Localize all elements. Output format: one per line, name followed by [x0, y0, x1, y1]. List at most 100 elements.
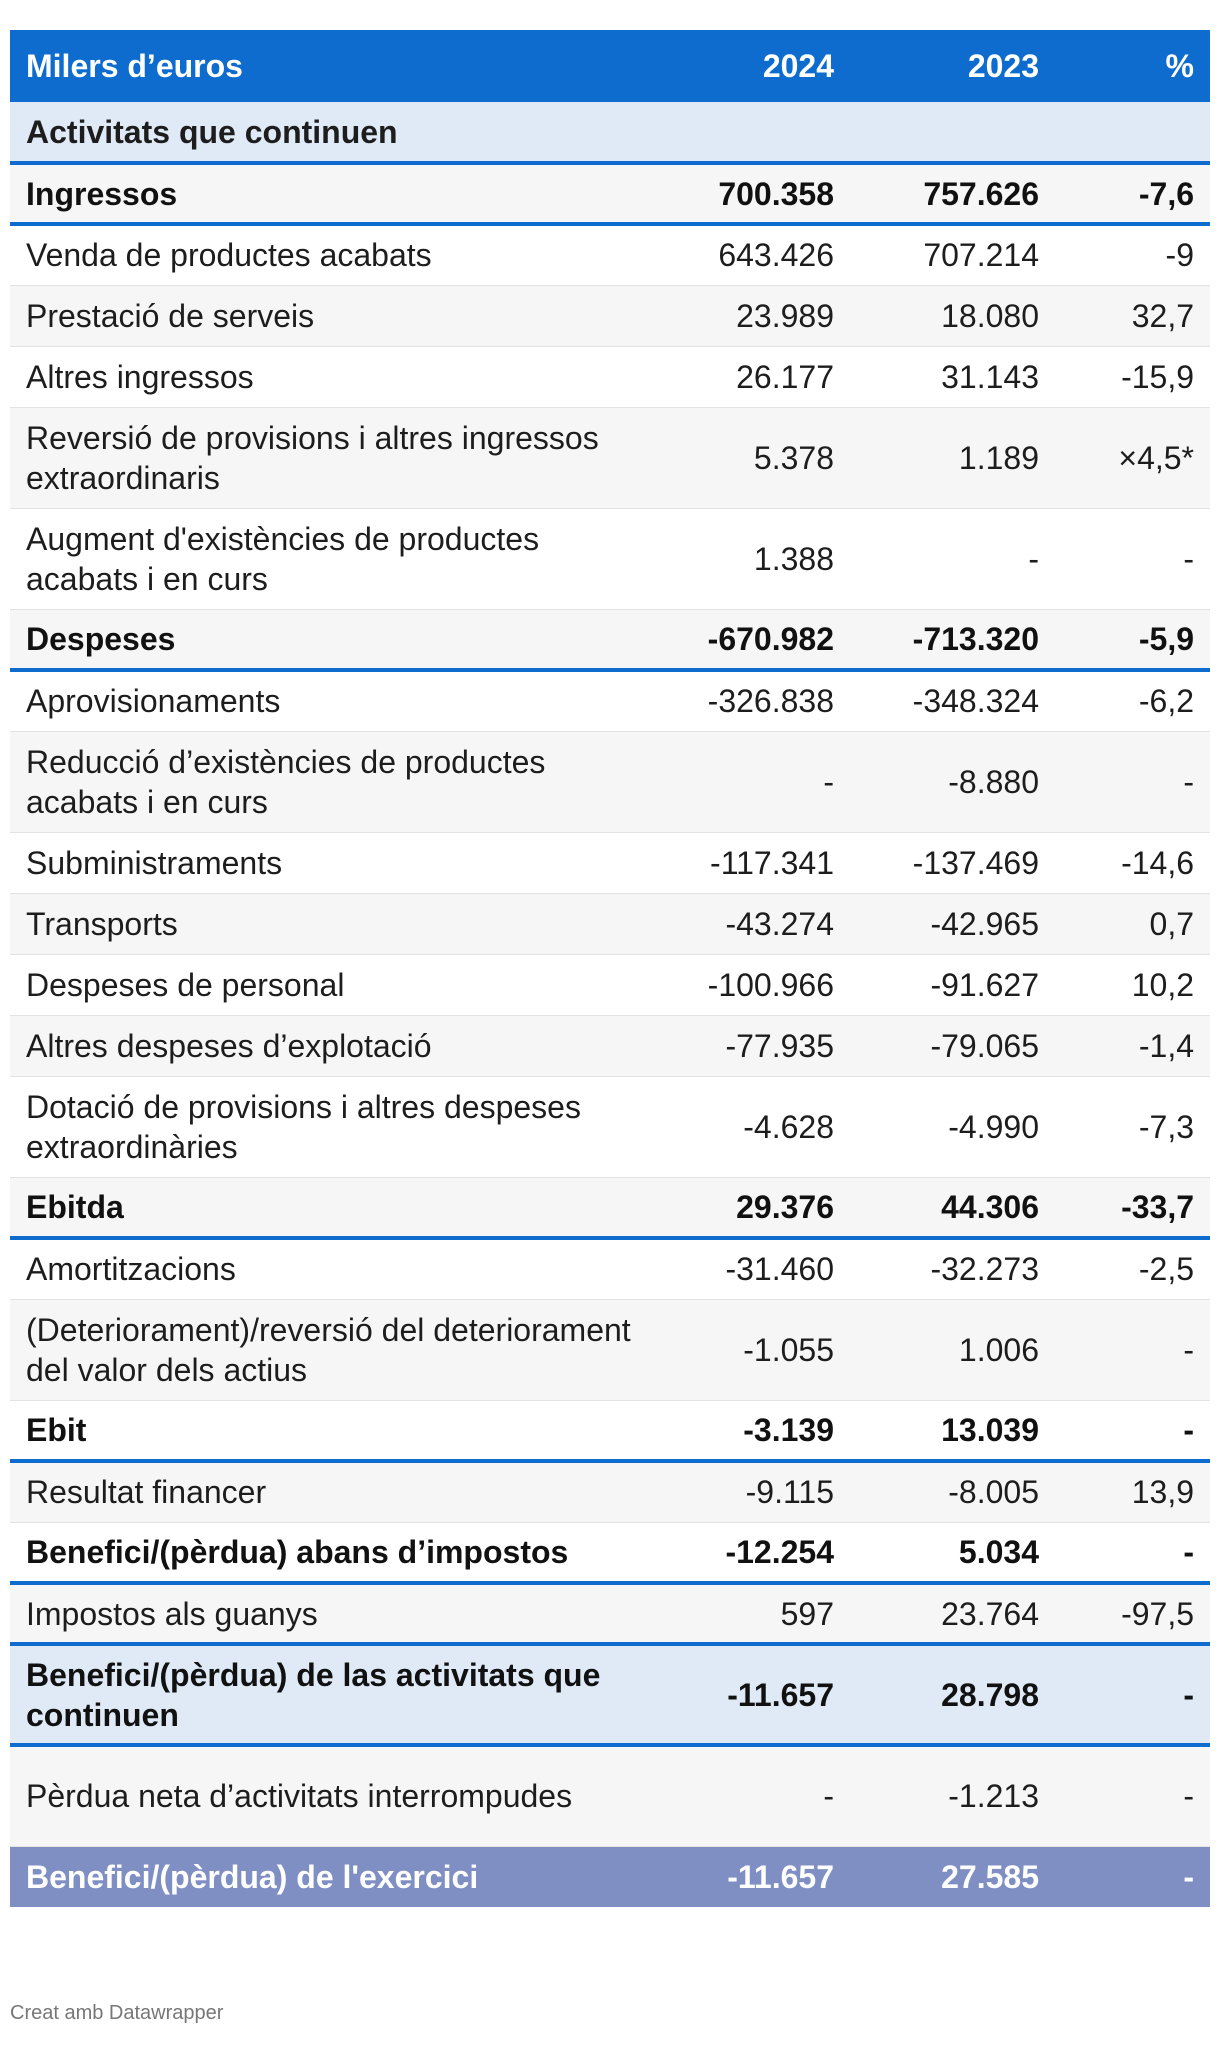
value-2023: 44.306	[941, 1188, 1039, 1225]
section-title: Activitats que continuen	[26, 113, 398, 150]
row-label: Prestació de serveis	[26, 297, 315, 334]
value-2024: -117.341	[710, 844, 834, 881]
table-row: Benefici/(pèrdua) de las activitats que …	[10, 1644, 1210, 1745]
value-2023: -8.005	[948, 1474, 1039, 1511]
value-2023: -8.880	[948, 763, 1039, 800]
value-2024: -31.460	[725, 1251, 834, 1288]
value-2024: -	[823, 763, 834, 800]
value-pct: -7,3	[1138, 1108, 1194, 1145]
value-2023: 757.626	[923, 175, 1039, 212]
value-pct: -5,9	[1138, 620, 1194, 657]
value-2023: 707.214	[923, 237, 1039, 274]
table-row: Despeses de personal -100.966 -91.627 10…	[10, 954, 1210, 1015]
row-label: Ebitda	[26, 1188, 124, 1225]
value-2024: -670.982	[707, 620, 834, 657]
value-pct: -	[1183, 763, 1194, 800]
row-label: Despeses	[26, 620, 176, 657]
value-2024: -3.139	[743, 1411, 834, 1448]
row-label: (Deteriorament)/reversió del deteriorame…	[26, 1311, 631, 1388]
row-label: Subministraments	[26, 844, 283, 881]
table-row: Altres despeses d’explotació -77.935 -79…	[10, 1015, 1210, 1076]
table-row: (Deteriorament)/reversió del deteriorame…	[10, 1299, 1210, 1400]
value-2023: 1.189	[958, 439, 1039, 476]
value-2023: -348.324	[912, 683, 1039, 720]
table-row-total: Benefici/(pèrdua) de l'exercici -11.657 …	[10, 1846, 1210, 1907]
value-2023: -79.065	[930, 1027, 1039, 1064]
value-pct: -	[1183, 1858, 1194, 1895]
row-label: Resultat financer	[26, 1474, 267, 1511]
value-2023: -1.213	[948, 1778, 1039, 1815]
row-label: Benefici/(pèrdua) de l'exercici	[26, 1858, 479, 1895]
footer-credit[interactable]: Creat amb Datawrapper	[10, 2002, 224, 2024]
value-pct: -	[1183, 1533, 1194, 1570]
value-pct: 10,2	[1131, 966, 1194, 1003]
value-2024: -12.254	[725, 1533, 834, 1570]
value-pct: 0,7	[1149, 905, 1194, 942]
row-label: Altres despeses d’explotació	[26, 1027, 432, 1064]
table-row: Altres ingressos 26.177 31.143 -15,9	[10, 346, 1210, 407]
table-row: Prestació de serveis 23.989 18.080 32,7	[10, 285, 1210, 346]
row-label: Benefici/(pèrdua) abans d’impostos	[26, 1533, 569, 1570]
value-2024: 700.358	[718, 175, 834, 212]
table-row: Subministraments -117.341 -137.469 -14,6	[10, 832, 1210, 893]
header-year-2023[interactable]: 2023	[967, 48, 1039, 84]
value-2023: -4.990	[948, 1108, 1039, 1145]
value-2024: -77.935	[725, 1027, 834, 1064]
value-pct: -	[1183, 1411, 1194, 1448]
value-2023: 23.764	[941, 1595, 1039, 1632]
value-pct: -33,7	[1121, 1188, 1194, 1225]
income-statement-table-container: Milers d’euros 2024 2023 % Activitats qu…	[10, 30, 1210, 1907]
header-label[interactable]: Milers d’euros	[26, 48, 243, 84]
table-row: Dotació de provisions i altres despeses …	[10, 1076, 1210, 1177]
value-2024: -	[823, 1778, 834, 1815]
value-2024: 1.388	[753, 540, 834, 577]
row-label: Benefici/(pèrdua) de las activitats que …	[26, 1656, 601, 1733]
table-row: Reversió de provisions i altres ingresso…	[10, 407, 1210, 508]
row-label: Dotació de provisions i altres despeses …	[26, 1088, 581, 1165]
row-label: Transports	[26, 905, 178, 942]
value-2024: 23.989	[736, 297, 834, 334]
value-pct: -6,2	[1138, 683, 1194, 720]
row-label: Venda de productes acabats	[26, 237, 432, 274]
value-2024: 5.378	[753, 439, 834, 476]
table-row: Venda de productes acabats 643.426 707.2…	[10, 224, 1210, 285]
value-2024: -326.838	[707, 683, 834, 720]
value-2024: 29.376	[736, 1188, 834, 1225]
value-pct: -14,6	[1121, 844, 1194, 881]
table-row: Resultat financer -9.115 -8.005 13,9	[10, 1461, 1210, 1522]
value-2023: -32.273	[930, 1251, 1039, 1288]
value-2023: 18.080	[941, 297, 1039, 334]
row-label: Reversió de provisions i altres ingresso…	[26, 419, 599, 496]
table-row: Transports -43.274 -42.965 0,7	[10, 893, 1210, 954]
value-2024: -9.115	[745, 1474, 834, 1511]
value-2023: -	[1028, 540, 1039, 577]
row-label: Altres ingressos	[26, 358, 254, 395]
table-row: Despeses -670.982 -713.320 -5,9	[10, 609, 1210, 670]
value-pct: -7,6	[1138, 175, 1194, 212]
value-2023: 28.798	[941, 1676, 1039, 1713]
table-row: Benefici/(pèrdua) abans d’impostos -12.2…	[10, 1522, 1210, 1583]
value-pct: -1,4	[1138, 1027, 1194, 1064]
value-2024: -100.966	[707, 966, 834, 1003]
value-pct: -	[1183, 1676, 1194, 1713]
table-row: Ebit -3.139 13.039 -	[10, 1400, 1210, 1461]
row-label: Impostos als guanys	[26, 1595, 318, 1632]
row-label: Reducció d’existències de productes acab…	[26, 743, 546, 820]
table-row: Augment d'existències de productes acaba…	[10, 508, 1210, 609]
value-2024: 26.177	[736, 358, 834, 395]
value-pct: -9	[1165, 237, 1194, 274]
row-label: Ebit	[26, 1411, 87, 1448]
row-label: Augment d'existències de productes acaba…	[26, 520, 540, 597]
table-row: Ingressos 700.358 757.626 -7,6	[10, 163, 1210, 224]
value-pct: ×4,5*	[1118, 439, 1194, 476]
value-2024: -4.628	[743, 1108, 834, 1145]
table-row: Pèrdua neta d’activitats interrompudes -…	[10, 1745, 1210, 1846]
header-year-2024[interactable]: 2024	[762, 48, 834, 84]
income-statement-table: Milers d’euros 2024 2023 % Activitats qu…	[10, 30, 1210, 1907]
value-pct: -2,5	[1138, 1251, 1194, 1288]
value-2023: 13.039	[941, 1411, 1039, 1448]
row-label: Amortitzacions	[26, 1251, 236, 1288]
header-percent[interactable]: %	[1165, 48, 1194, 84]
value-2023: -713.320	[912, 620, 1039, 657]
table-row: Ebitda 29.376 44.306 -33,7	[10, 1177, 1210, 1238]
